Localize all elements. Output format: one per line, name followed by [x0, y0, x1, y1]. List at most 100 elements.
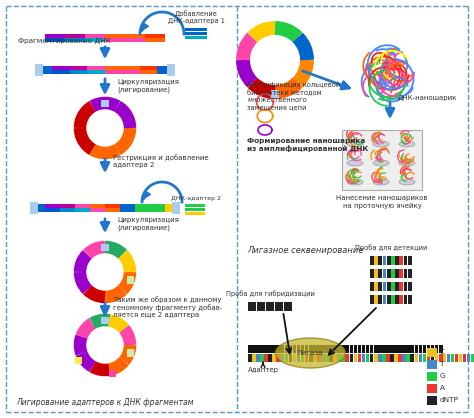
Bar: [75, 204, 90, 208]
Ellipse shape: [373, 179, 389, 185]
Bar: [252, 354, 255, 362]
Bar: [346, 354, 349, 362]
Bar: [346, 345, 349, 353]
Bar: [45, 208, 60, 212]
Bar: [172, 202, 180, 214]
Bar: [374, 256, 378, 265]
Ellipse shape: [347, 179, 363, 185]
Bar: [378, 295, 382, 304]
Bar: [30, 204, 45, 208]
Bar: [262, 302, 265, 311]
Bar: [248, 302, 252, 311]
Text: Лигазное секвенирование: Лигазное секвенирование: [247, 246, 364, 255]
Bar: [268, 345, 272, 353]
Bar: [289, 345, 292, 353]
Bar: [362, 345, 365, 353]
Bar: [273, 354, 276, 362]
Bar: [378, 354, 382, 362]
Bar: [455, 354, 458, 362]
Bar: [427, 396, 437, 405]
Bar: [431, 354, 434, 362]
Bar: [256, 354, 260, 362]
Bar: [329, 345, 333, 353]
Ellipse shape: [347, 160, 363, 166]
Bar: [297, 345, 301, 353]
Bar: [383, 269, 386, 278]
Bar: [140, 70, 157, 74]
Bar: [459, 354, 463, 362]
Bar: [281, 354, 284, 362]
Bar: [273, 345, 276, 353]
Bar: [394, 354, 398, 362]
Bar: [443, 354, 447, 362]
Bar: [145, 38, 164, 42]
Bar: [165, 208, 180, 212]
Bar: [354, 345, 357, 353]
Bar: [309, 345, 312, 353]
Bar: [400, 282, 403, 291]
Bar: [105, 70, 122, 74]
Bar: [400, 295, 403, 304]
Bar: [402, 354, 406, 362]
Bar: [35, 70, 52, 74]
Text: Проба для гибридизации: Проба для гибридизации: [226, 290, 315, 297]
Bar: [378, 256, 382, 265]
Ellipse shape: [373, 141, 389, 147]
Bar: [280, 302, 283, 311]
Bar: [105, 38, 125, 42]
Bar: [382, 354, 386, 362]
Bar: [408, 295, 411, 304]
Bar: [410, 354, 414, 362]
Bar: [435, 354, 438, 362]
Bar: [402, 345, 406, 353]
Bar: [260, 345, 264, 353]
Bar: [185, 28, 207, 31]
Ellipse shape: [347, 141, 363, 147]
Bar: [370, 282, 374, 291]
Text: Лигирование адаптеров к ДНК фрагментам: Лигирование адаптеров к ДНК фрагментам: [16, 398, 194, 407]
Text: Таким же образом к данному
геномному фрагменту добав-
ляется еще 2 адаптера: Таким же образом к данному геномному фра…: [113, 296, 222, 318]
Bar: [317, 354, 320, 362]
Bar: [427, 360, 437, 369]
Bar: [383, 282, 386, 291]
Bar: [264, 354, 268, 362]
Bar: [53, 66, 70, 70]
Bar: [395, 269, 399, 278]
Bar: [370, 256, 374, 265]
Bar: [410, 345, 414, 353]
Bar: [362, 354, 365, 362]
Bar: [125, 38, 145, 42]
Bar: [394, 345, 398, 353]
Bar: [333, 354, 337, 362]
Bar: [395, 282, 399, 291]
Bar: [382, 345, 386, 353]
Bar: [378, 269, 382, 278]
Bar: [101, 100, 109, 107]
Bar: [354, 354, 357, 362]
Bar: [435, 345, 438, 353]
Bar: [387, 282, 391, 291]
Bar: [313, 345, 317, 353]
Text: Адаптер: Адаптер: [247, 367, 279, 373]
Bar: [366, 345, 369, 353]
Bar: [45, 34, 64, 38]
Bar: [88, 66, 105, 70]
Bar: [391, 256, 395, 265]
Bar: [329, 354, 333, 362]
Bar: [289, 354, 292, 362]
Bar: [463, 354, 466, 362]
Bar: [185, 212, 205, 215]
Bar: [45, 38, 64, 42]
Bar: [301, 354, 304, 362]
Bar: [398, 345, 402, 353]
Bar: [406, 354, 410, 362]
Bar: [264, 345, 268, 353]
Bar: [403, 295, 407, 304]
Bar: [35, 66, 52, 70]
Bar: [252, 345, 255, 353]
Bar: [467, 354, 471, 362]
Text: A: A: [440, 385, 445, 392]
Bar: [301, 345, 304, 353]
Bar: [45, 204, 60, 208]
Bar: [150, 208, 164, 212]
